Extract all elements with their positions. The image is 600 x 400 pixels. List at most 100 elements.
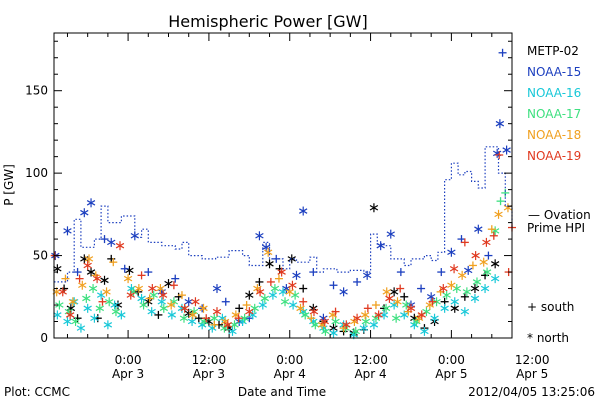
point-noaa-19 <box>299 297 308 306</box>
point-noaa-19 <box>234 314 243 323</box>
point-noaa-17 <box>422 307 431 317</box>
point-noaa-16 <box>53 310 62 320</box>
point-noaa-17 <box>321 326 330 336</box>
footer-timestamp: 2012/04/05 13:25:06 <box>468 385 595 399</box>
point-noaa-17 <box>95 303 104 313</box>
x-tick-label-time: 0:00 <box>115 353 142 367</box>
point-noaa-15 <box>386 229 395 239</box>
point-metp-02 <box>164 279 173 289</box>
point-noaa-18 <box>360 310 370 320</box>
y-axis-label: P [GW] <box>2 164 16 206</box>
point-noaa-19 <box>255 287 265 297</box>
point-noaa-15 <box>171 274 180 283</box>
point-noaa-19 <box>449 264 459 274</box>
point-noaa-16 <box>278 287 288 297</box>
x-tick-label-time: 0:00 <box>438 353 465 367</box>
x-tick-label-date: Apr 5 <box>435 367 467 381</box>
point-noaa-15 <box>362 270 372 280</box>
point-noaa-17 <box>311 320 320 330</box>
point-noaa-19 <box>191 297 200 307</box>
footer-plot-source: Plot: CCMC <box>4 385 70 399</box>
point-noaa-17 <box>230 320 239 330</box>
point-noaa-15 <box>376 241 385 251</box>
point-noaa-17 <box>351 326 360 336</box>
point-metp-02 <box>460 292 469 301</box>
point-noaa-15 <box>144 268 153 277</box>
point-noaa-16 <box>450 297 459 307</box>
point-noaa-15 <box>184 297 193 307</box>
legend-item-noaa-18: NOAA-18 <box>527 128 581 142</box>
point-noaa-19 <box>202 314 211 323</box>
point-noaa-19 <box>428 297 437 306</box>
symbol-key-south: + south <box>527 300 574 314</box>
point-noaa-18 <box>285 287 294 297</box>
x-tick-label-date: Apr 3 <box>112 367 144 381</box>
series-noaa-15 <box>51 48 511 327</box>
x-tick-label-time: 12:00 <box>192 353 227 367</box>
point-noaa-17 <box>482 267 492 277</box>
point-noaa-18 <box>382 287 391 297</box>
point-noaa-17 <box>220 323 229 333</box>
point-metp-02 <box>299 284 308 293</box>
point-noaa-16 <box>63 317 72 327</box>
point-noaa-15 <box>107 237 116 247</box>
point-noaa-19 <box>396 284 405 293</box>
ovation-hpi-line <box>54 146 513 283</box>
point-noaa-16 <box>248 310 257 320</box>
point-noaa-15 <box>437 268 446 277</box>
point-noaa-19 <box>460 238 469 247</box>
point-noaa-17 <box>55 300 64 310</box>
point-metp-02 <box>245 290 254 300</box>
point-noaa-15 <box>417 284 426 293</box>
point-noaa-16 <box>137 293 146 303</box>
point-noaa-17 <box>88 284 98 294</box>
point-noaa-19 <box>245 307 254 317</box>
symbol-key-north: * north <box>527 331 569 345</box>
point-noaa-16 <box>157 297 166 307</box>
point-metp-02 <box>194 314 203 323</box>
point-noaa-16 <box>76 323 86 333</box>
point-noaa-19 <box>363 304 372 313</box>
point-noaa-17 <box>111 307 121 317</box>
point-metp-02 <box>125 265 134 275</box>
point-noaa-16 <box>420 326 429 336</box>
point-noaa-19 <box>439 284 448 294</box>
point-noaa-19 <box>482 237 491 247</box>
point-noaa-16 <box>90 313 99 323</box>
point-noaa-19 <box>126 290 135 300</box>
point-noaa-18 <box>78 280 87 290</box>
point-noaa-19 <box>212 307 222 317</box>
point-noaa-19 <box>406 303 416 313</box>
point-noaa-18 <box>102 287 111 297</box>
point-metp-02 <box>235 304 244 313</box>
point-noaa-15 <box>255 231 264 241</box>
point-noaa-19 <box>266 277 275 286</box>
chart-title: Hemispheric Power [GW] <box>168 12 367 31</box>
point-noaa-17 <box>391 313 401 323</box>
y-tick-label: 100 <box>25 166 48 180</box>
point-noaa-17 <box>472 277 482 287</box>
point-noaa-19 <box>495 151 504 159</box>
point-noaa-16 <box>268 290 278 300</box>
point-noaa-19 <box>288 280 297 290</box>
point-noaa-19 <box>115 241 125 251</box>
point-noaa-19 <box>83 260 92 270</box>
point-noaa-17 <box>139 300 148 310</box>
point-noaa-15 <box>502 145 511 155</box>
point-noaa-18 <box>156 284 165 294</box>
point-metp-02 <box>86 267 96 277</box>
point-noaa-18 <box>371 301 380 310</box>
point-noaa-19 <box>342 320 351 330</box>
point-noaa-15 <box>100 235 109 244</box>
x-tick-label-time: 12:00 <box>353 353 388 367</box>
legend-item-metp-02: METP-02 <box>527 44 579 58</box>
point-noaa-17 <box>280 297 290 307</box>
point-noaa-19 <box>98 297 107 306</box>
point-noaa-18 <box>210 320 219 329</box>
point-noaa-16 <box>389 300 399 310</box>
legend-item-noaa-17: NOAA-17 <box>527 107 581 121</box>
point-noaa-16 <box>470 293 480 303</box>
point-noaa-19 <box>320 317 329 327</box>
point-noaa-17 <box>361 317 371 327</box>
